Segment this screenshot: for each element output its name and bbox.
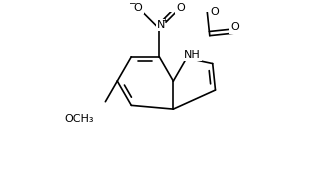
Text: OCH₃: OCH₃ bbox=[64, 114, 94, 124]
Text: O: O bbox=[176, 3, 185, 13]
Text: N: N bbox=[157, 20, 165, 30]
Text: NH: NH bbox=[184, 50, 201, 60]
Text: +: + bbox=[161, 16, 168, 25]
Text: O: O bbox=[134, 3, 143, 13]
Text: O: O bbox=[230, 23, 239, 32]
Text: −: − bbox=[128, 0, 135, 7]
Text: O: O bbox=[211, 7, 219, 17]
